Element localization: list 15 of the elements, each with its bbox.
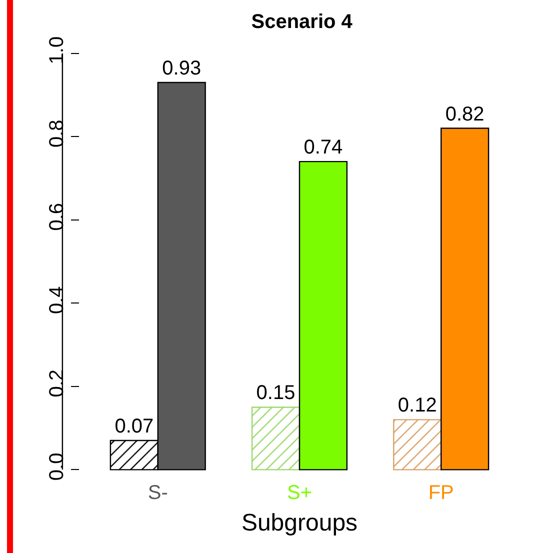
chart-title: Scenario 4 xyxy=(251,10,354,33)
data-label: 0.12 xyxy=(398,394,437,417)
bar xyxy=(298,160,348,470)
data-label: 0.74 xyxy=(304,136,343,159)
data-label: 0.93 xyxy=(162,57,202,80)
data-label: 0.07 xyxy=(114,416,154,438)
x-tick-label: FP xyxy=(428,482,454,504)
x-axis-title: Subgroups xyxy=(241,509,358,536)
data-label: 0.15 xyxy=(256,382,296,404)
x-tick-label: S- xyxy=(148,482,168,504)
bar xyxy=(440,128,490,470)
data-label: 0.82 xyxy=(445,103,484,126)
bar xyxy=(393,419,442,470)
x-tick-label: S+ xyxy=(286,482,312,504)
bar xyxy=(251,406,300,470)
